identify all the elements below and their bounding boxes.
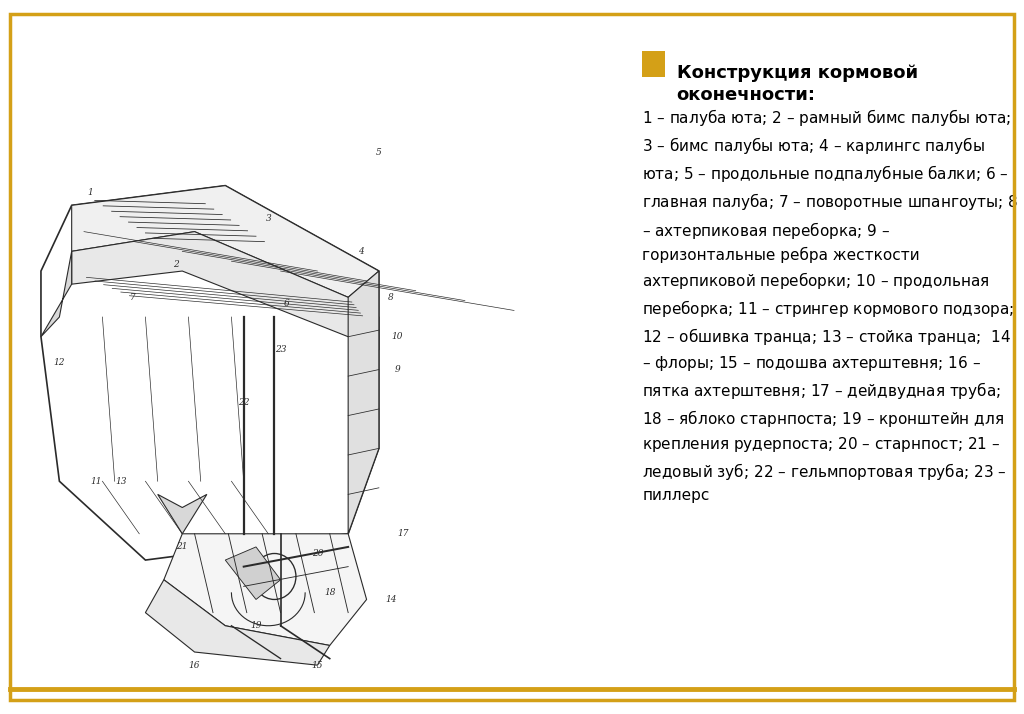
Polygon shape <box>164 534 367 645</box>
Text: 22: 22 <box>238 398 250 407</box>
Text: 2: 2 <box>173 260 179 269</box>
Text: 23: 23 <box>274 346 287 354</box>
Text: 12: 12 <box>53 358 66 368</box>
Text: 9: 9 <box>394 365 400 374</box>
Text: 16: 16 <box>188 660 201 670</box>
Polygon shape <box>72 186 379 297</box>
Polygon shape <box>348 271 379 534</box>
Bar <box>642 51 666 77</box>
Text: 13: 13 <box>115 477 127 486</box>
Text: 21: 21 <box>176 543 188 551</box>
Text: 4: 4 <box>357 247 364 256</box>
Text: 17: 17 <box>397 529 410 538</box>
Text: 14: 14 <box>385 595 397 604</box>
Text: $\mathit{1}$ – палуба юта; $\mathit{2}$ – рамный бимс палубы юта; $\mathit{3}$ –: $\mathit{1}$ – палуба юта; $\mathit{2}$ … <box>642 107 1019 503</box>
Text: 3: 3 <box>265 214 271 223</box>
Text: 7: 7 <box>130 293 136 302</box>
Text: 18: 18 <box>324 588 336 598</box>
Polygon shape <box>72 231 379 350</box>
Text: 15: 15 <box>311 660 324 670</box>
Polygon shape <box>41 251 72 337</box>
Text: 1: 1 <box>87 188 93 197</box>
Text: 19: 19 <box>250 621 262 630</box>
Text: 8: 8 <box>388 293 394 302</box>
Text: 20: 20 <box>311 549 324 558</box>
Text: 6: 6 <box>284 299 290 308</box>
Text: Конструкция кормовой
оконечности:: Конструкция кормовой оконечности: <box>677 64 918 104</box>
Polygon shape <box>225 547 281 600</box>
Text: 10: 10 <box>391 332 403 341</box>
Text: 5: 5 <box>376 149 382 157</box>
Polygon shape <box>158 494 207 534</box>
Polygon shape <box>145 580 330 665</box>
Text: 11: 11 <box>90 477 102 486</box>
